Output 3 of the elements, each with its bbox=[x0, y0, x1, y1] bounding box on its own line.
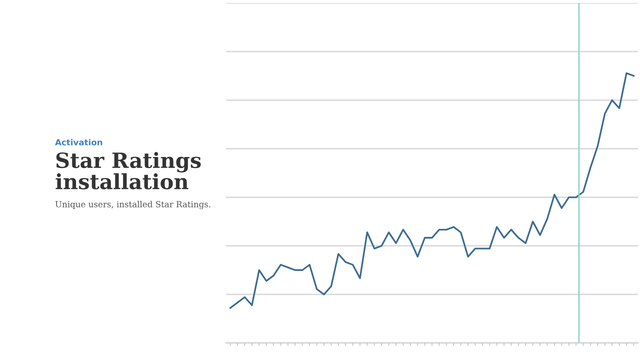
text: Activation bbox=[55, 138, 102, 146]
text: Unique users, installed Star Ratings. bbox=[55, 200, 210, 210]
text: Star Ratings installation bbox=[56, 152, 201, 190]
